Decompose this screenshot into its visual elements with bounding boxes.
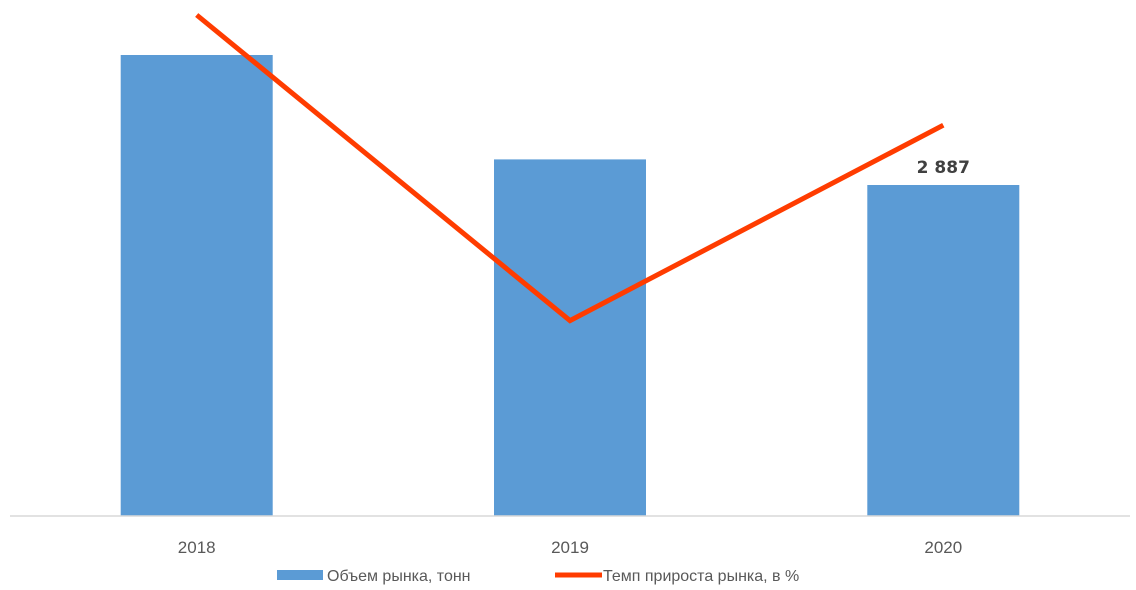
x-tick-label-2020: 2020 [924, 538, 962, 557]
x-tick-label-2018: 2018 [178, 538, 216, 557]
legend-label-volume: Объем рынка, тонн [327, 568, 471, 585]
data-label-2020: 2 887 [917, 158, 970, 178]
legend-label-growth: Темп прироста рынка, в % [603, 568, 799, 585]
bar-series-volume [120, 55, 1020, 516]
bar-2019 [494, 159, 646, 516]
x-tick-label-2019: 2019 [551, 538, 589, 557]
bar-2020 [867, 185, 1020, 516]
data-labels: 2 887 [917, 158, 970, 178]
line-series-growth [195, 13, 945, 324]
x-axis-tick-labels: 2018 2019 2020 [178, 538, 962, 557]
bar-2018 [120, 55, 273, 516]
legend-swatch-volume [277, 570, 323, 580]
legend: Объем рынка, тонн Темп прироста рынка, в… [277, 568, 799, 585]
